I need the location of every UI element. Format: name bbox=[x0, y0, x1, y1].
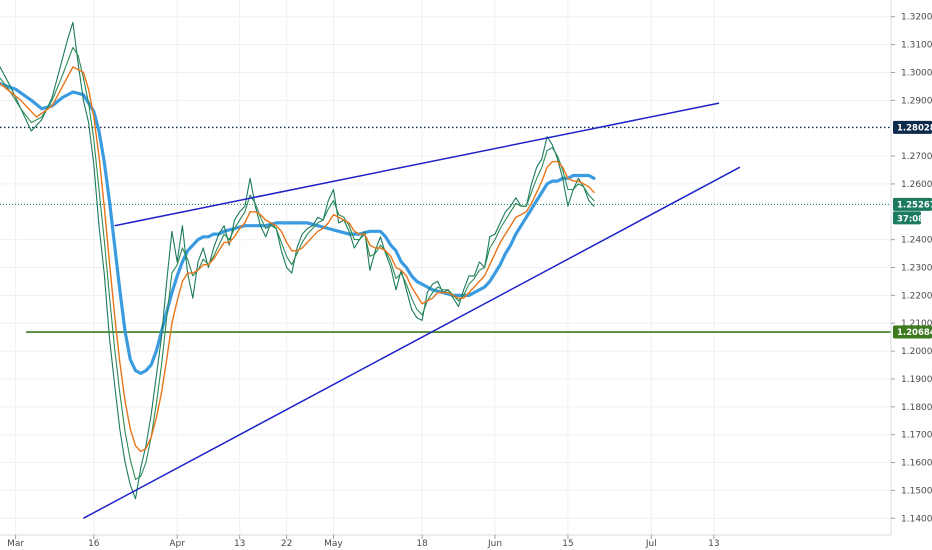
y-tick-label: 1.16000 bbox=[901, 459, 932, 469]
y-tick-label: 1.30000 bbox=[901, 68, 932, 78]
y-tick-label: 1.24000 bbox=[901, 236, 932, 246]
y-tick-label: 1.17000 bbox=[901, 431, 932, 441]
current-price-tag-label: 1.25267 bbox=[897, 200, 932, 210]
y-tick-label: 1.31000 bbox=[901, 41, 932, 51]
y-tick-label: 1.27000 bbox=[901, 152, 932, 162]
price-tags: 1.28028 1.25267 37:08 1.20684 bbox=[893, 120, 932, 339]
y-tick-label: 1.23000 bbox=[901, 264, 932, 274]
y-tick-label: 1.20000 bbox=[901, 347, 932, 357]
x-tick-label: 13 bbox=[234, 539, 245, 549]
support-price-tag-label: 1.20684 bbox=[897, 328, 932, 338]
y-tick-label: 1.14000 bbox=[901, 514, 932, 524]
series bbox=[0, 21, 596, 500]
trendlines bbox=[83, 102, 741, 519]
x-tick-label: 18 bbox=[416, 539, 428, 549]
ma-slow-series-line[interactable] bbox=[0, 82, 596, 375]
upper-wedge-trendline[interactable] bbox=[114, 102, 720, 227]
x-tick-label: Jul bbox=[645, 539, 657, 549]
x-tick-label: Mar bbox=[7, 539, 24, 549]
x-tick-label: Jun bbox=[487, 539, 502, 549]
lower-wedge-trendline[interactable] bbox=[83, 166, 741, 519]
y-tick-label: 1.18000 bbox=[901, 403, 932, 413]
y-tick-label: 1.15000 bbox=[901, 486, 932, 496]
x-tick-label: Apr bbox=[169, 539, 185, 549]
y-axis-ticks[interactable]: 1.32000 1.31000 1.30000 1.29000 1.27000 1.260… bbox=[891, 13, 932, 525]
y-tick-label: 1.29000 bbox=[901, 96, 932, 106]
ma-mid-series-line[interactable] bbox=[0, 66, 595, 453]
x-tick-label: 16 bbox=[88, 539, 100, 549]
y-tick-label: 1.26000 bbox=[901, 180, 932, 190]
y-tick-label: 1.19000 bbox=[901, 375, 932, 385]
current-price-tag[interactable] bbox=[893, 197, 932, 211]
support-price-tag[interactable] bbox=[893, 325, 932, 339]
x-tick-label: 15 bbox=[562, 539, 573, 549]
bar-countdown-tag bbox=[893, 211, 921, 225]
x-tick-label: May bbox=[324, 539, 343, 549]
price-series-line[interactable] bbox=[0, 21, 595, 500]
ma-fast-series-line[interactable] bbox=[0, 46, 595, 480]
x-axis-ticks[interactable]: Mar 16 Apr 13 22 May 18 Jun 15 Jul 13 bbox=[7, 535, 720, 549]
y-tick-label: 1.21000 bbox=[901, 319, 932, 329]
resistance-price-tag-label: 1.28028 bbox=[897, 123, 932, 133]
x-tick-label: 13 bbox=[708, 539, 719, 549]
y-tick-label: 1.32000 bbox=[901, 13, 932, 23]
x-tick-label: 22 bbox=[281, 539, 292, 549]
resistance-price-tag[interactable] bbox=[893, 120, 932, 134]
y-tick-label: 1.22000 bbox=[901, 291, 932, 301]
bar-countdown-label: 37:08 bbox=[897, 214, 924, 224]
grid bbox=[0, 0, 891, 535]
